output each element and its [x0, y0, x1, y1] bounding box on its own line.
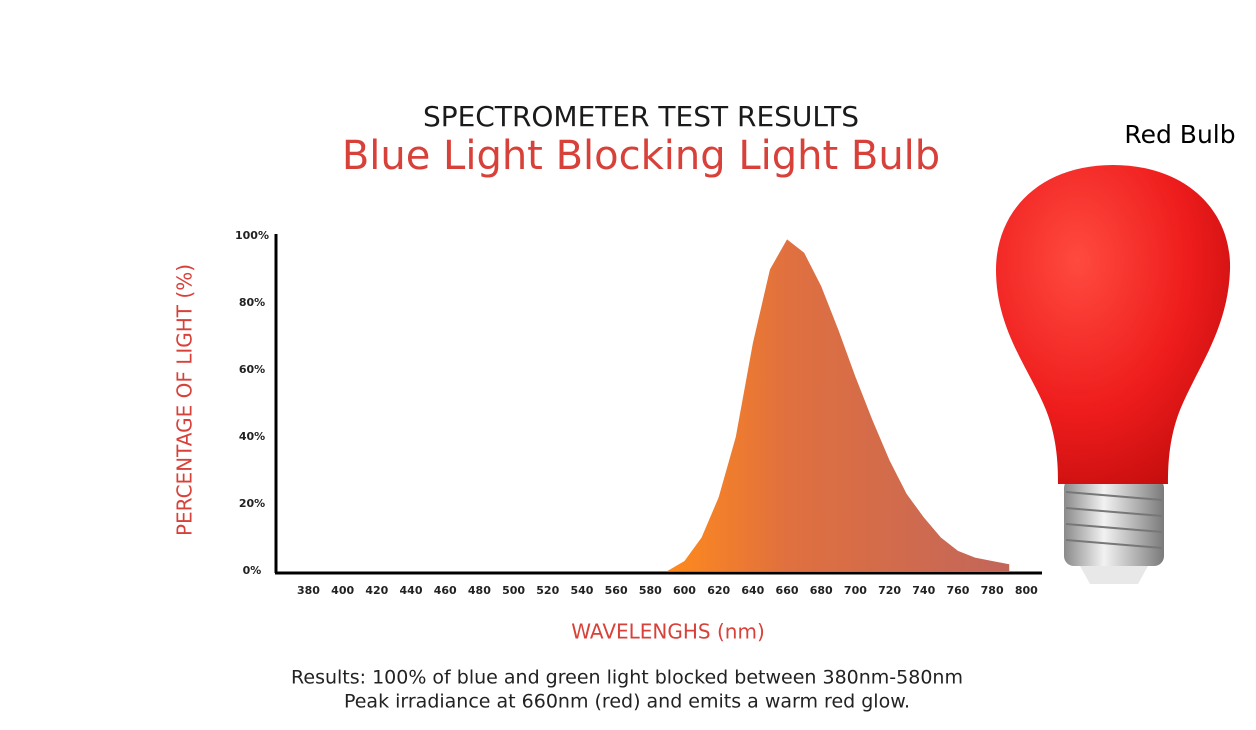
- x-tick-label: 380: [297, 584, 320, 597]
- x-tick-label: 740: [912, 584, 935, 597]
- x-tick-label: 640: [741, 584, 764, 597]
- y-tick-label: 80%: [239, 296, 265, 309]
- bulb-label: Red Bulb: [1124, 120, 1235, 149]
- x-tick-label: 400: [331, 584, 354, 597]
- x-tick-label: 500: [502, 584, 525, 597]
- y-tick-label: 60%: [239, 363, 265, 376]
- x-tick-label: 540: [570, 584, 593, 597]
- x-tick-label: 680: [810, 584, 833, 597]
- x-tick-label: 800: [1015, 584, 1038, 597]
- y-tick-label: 40%: [239, 430, 265, 443]
- x-tick-label: 700: [844, 584, 867, 597]
- x-axis-label: WAVELENGHS (nm): [571, 620, 765, 644]
- x-tick-label: 780: [981, 584, 1004, 597]
- y-axis-label: PERCENTAGE OF LIGHT (%): [173, 264, 197, 536]
- x-tick-label: 660: [776, 584, 799, 597]
- note: Results: 100% of blue and green light bl…: [291, 667, 963, 689]
- x-tick-label: 520: [536, 584, 559, 597]
- plot: 0% 20% 40% 60% 80% 100% 380 400 420 440 460 480 500 5…: [235, 229, 1038, 597]
- x-tick-label: 480: [468, 584, 491, 597]
- x-tick-label: 460: [434, 584, 457, 597]
- y-tick-label: 100%: [235, 229, 269, 242]
- x-tick-label: 580: [639, 584, 662, 597]
- x-tick-label: 720: [878, 584, 901, 597]
- x-tick-label: 600: [673, 584, 696, 597]
- bulb-illustration: [996, 165, 1231, 584]
- x-tick-label: 760: [946, 584, 969, 597]
- y-tick-label: 0%: [243, 564, 262, 577]
- chart-subtitle: Blue Light Blocking Light Bulb: [342, 133, 940, 179]
- x-tick-label: 560: [605, 584, 628, 597]
- x-tick-label: 420: [365, 584, 388, 597]
- area: [667, 239, 1010, 571]
- note: Peak irradiance at 660nm (red) and emits…: [344, 691, 910, 713]
- x-tick-label: 440: [400, 584, 423, 597]
- x-tick-label: 620: [707, 584, 730, 597]
- y-tick-label: 20%: [239, 497, 265, 510]
- chart-title: SPECTROMETER TEST RESULTS: [423, 100, 859, 133]
